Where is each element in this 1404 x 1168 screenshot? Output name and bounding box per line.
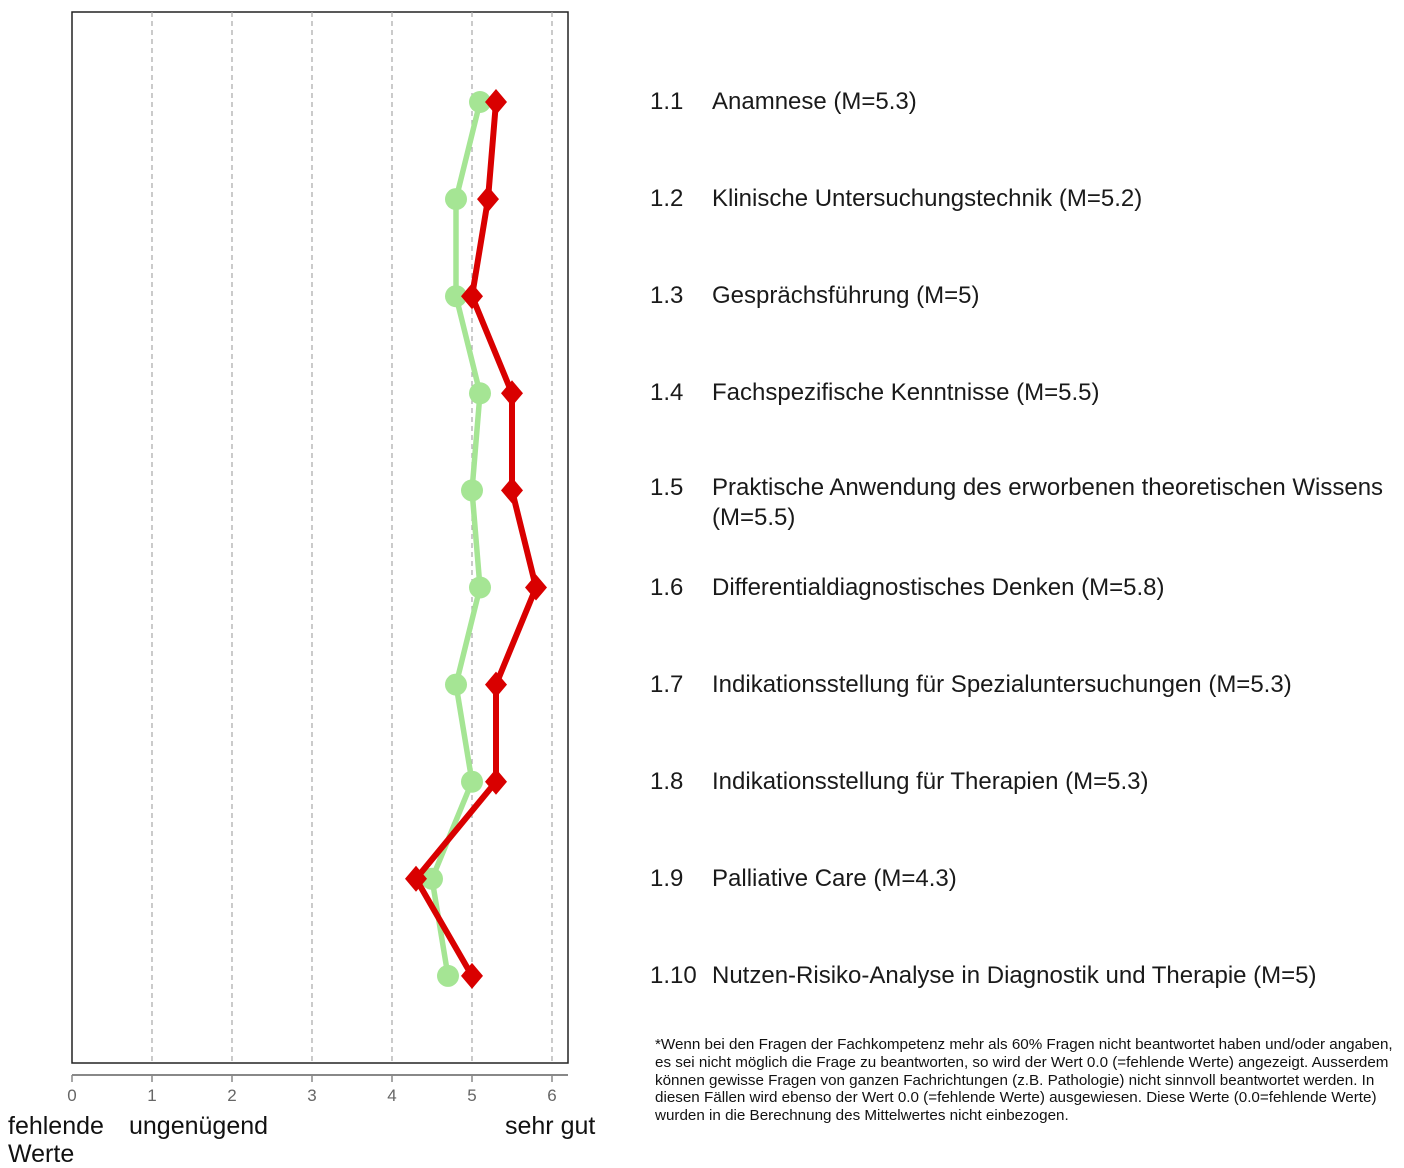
item-number: 1.10 — [650, 961, 697, 989]
list-item: 1.4 Fachspezifische Kenntnisse (M=5.5) — [650, 378, 1390, 408]
list-item: 1.9 Palliative Care (M=4.3) — [650, 864, 1390, 894]
x-tick-label: 6 — [547, 1086, 556, 1105]
data-point-circle — [445, 188, 467, 211]
data-point-diamond — [501, 380, 523, 407]
data-point-diamond — [477, 186, 499, 213]
data-point-circle — [445, 285, 467, 308]
item-number: 1.3 — [650, 282, 684, 310]
series-layer — [405, 89, 547, 989]
item-number: 1.5 — [650, 474, 684, 502]
x-axis-ticks: 0 1 2 3 4 5 6 — [67, 1075, 557, 1105]
data-point-circle — [469, 91, 491, 113]
data-point-circle — [437, 964, 459, 987]
item-number: 1.2 — [650, 185, 684, 213]
x-tick-label: 0 — [67, 1086, 76, 1105]
x-tick-label: 4 — [387, 1086, 396, 1105]
series-line — [413, 101, 539, 978]
item-label: Indikationsstellung für Spezialuntersuch… — [712, 670, 1292, 698]
item-label: Fachspezifische Kenntnisse (M=5.5) — [712, 379, 1100, 407]
item-number: 1.6 — [650, 573, 684, 601]
data-point-circle — [421, 867, 443, 890]
data-point-circle — [445, 673, 467, 696]
list-item: 1.6 Differentialdiagnostisches Denken (M=… — [650, 573, 1390, 603]
data-point-circle — [461, 770, 483, 793]
data-point-diamond — [525, 574, 547, 601]
data-point-diamond — [485, 671, 507, 698]
item-label: Differentialdiagnostisches Denken (M=5.8… — [712, 573, 1165, 601]
item-label: Indikationsstellung für Therapien (M=5.3… — [712, 767, 1149, 795]
data-point-circle — [461, 479, 483, 502]
item-number: 1.8 — [650, 767, 684, 795]
series-line — [429, 101, 483, 977]
x-tick-label: 3 — [307, 1086, 316, 1105]
footnote: *Wenn bei den Fragen der Fachkompetenz m… — [655, 1036, 1393, 1125]
list-item: 1.5 Praktische Anwendung des erworbenen t… — [650, 473, 1390, 533]
item-label: Anamnese (M=5.3) — [712, 88, 917, 115]
item-label: Klinische Untersuchungstechnik (M=5.2) — [712, 185, 1143, 213]
x-tick-label: 2 — [227, 1086, 236, 1105]
data-point-circle — [469, 382, 491, 405]
item-number: 1.1 — [650, 88, 684, 115]
list-item: 1.2 Klinische Untersuchungstechnik (M=5.2… — [650, 184, 1390, 214]
plot-frame — [71, 11, 569, 1064]
scale-label-missing: fehlende Werte — [8, 1112, 104, 1168]
item-label: Nutzen-Risiko-Analyse in Diagnostik und … — [712, 961, 1317, 989]
data-point-diamond — [405, 865, 427, 892]
list-item: 1.1 Anamnese (M=5.3) — [650, 87, 1390, 117]
data-point-circle — [469, 576, 491, 599]
list-item: 1.7 Indikationsstellung für Spezialunters… — [650, 670, 1390, 700]
data-point-diamond — [461, 283, 483, 310]
list-item: 1.3 Gesprächsführung (M=5) — [650, 281, 1390, 311]
item-number: 1.9 — [650, 864, 684, 892]
scale-label-very-good: sehr gut — [505, 1112, 596, 1140]
x-tick-label: 5 — [467, 1086, 476, 1105]
data-point-diamond — [461, 962, 483, 989]
grid-lines — [151, 12, 553, 1063]
item-number: 1.4 — [650, 379, 684, 407]
scale-label-insufficient: ungenügend — [129, 1112, 269, 1140]
item-label: Gesprächsführung (M=5) — [712, 282, 980, 310]
data-point-diamond — [485, 768, 507, 795]
item-label: Palliative Care (M=4.3) — [712, 864, 957, 892]
list-item: 1.10 Nutzen-Risiko-Analyse in Diagnostik … — [650, 961, 1390, 991]
data-point-diamond — [485, 89, 507, 115]
item-label: Praktische Anwendung des erworbenen theo… — [712, 474, 1384, 532]
item-number: 1.7 — [650, 670, 684, 698]
data-point-diamond — [501, 477, 523, 504]
list-item: 1.8 Indikationsstellung für Therapien (M=… — [650, 767, 1390, 797]
x-tick-label: 1 — [147, 1086, 156, 1105]
